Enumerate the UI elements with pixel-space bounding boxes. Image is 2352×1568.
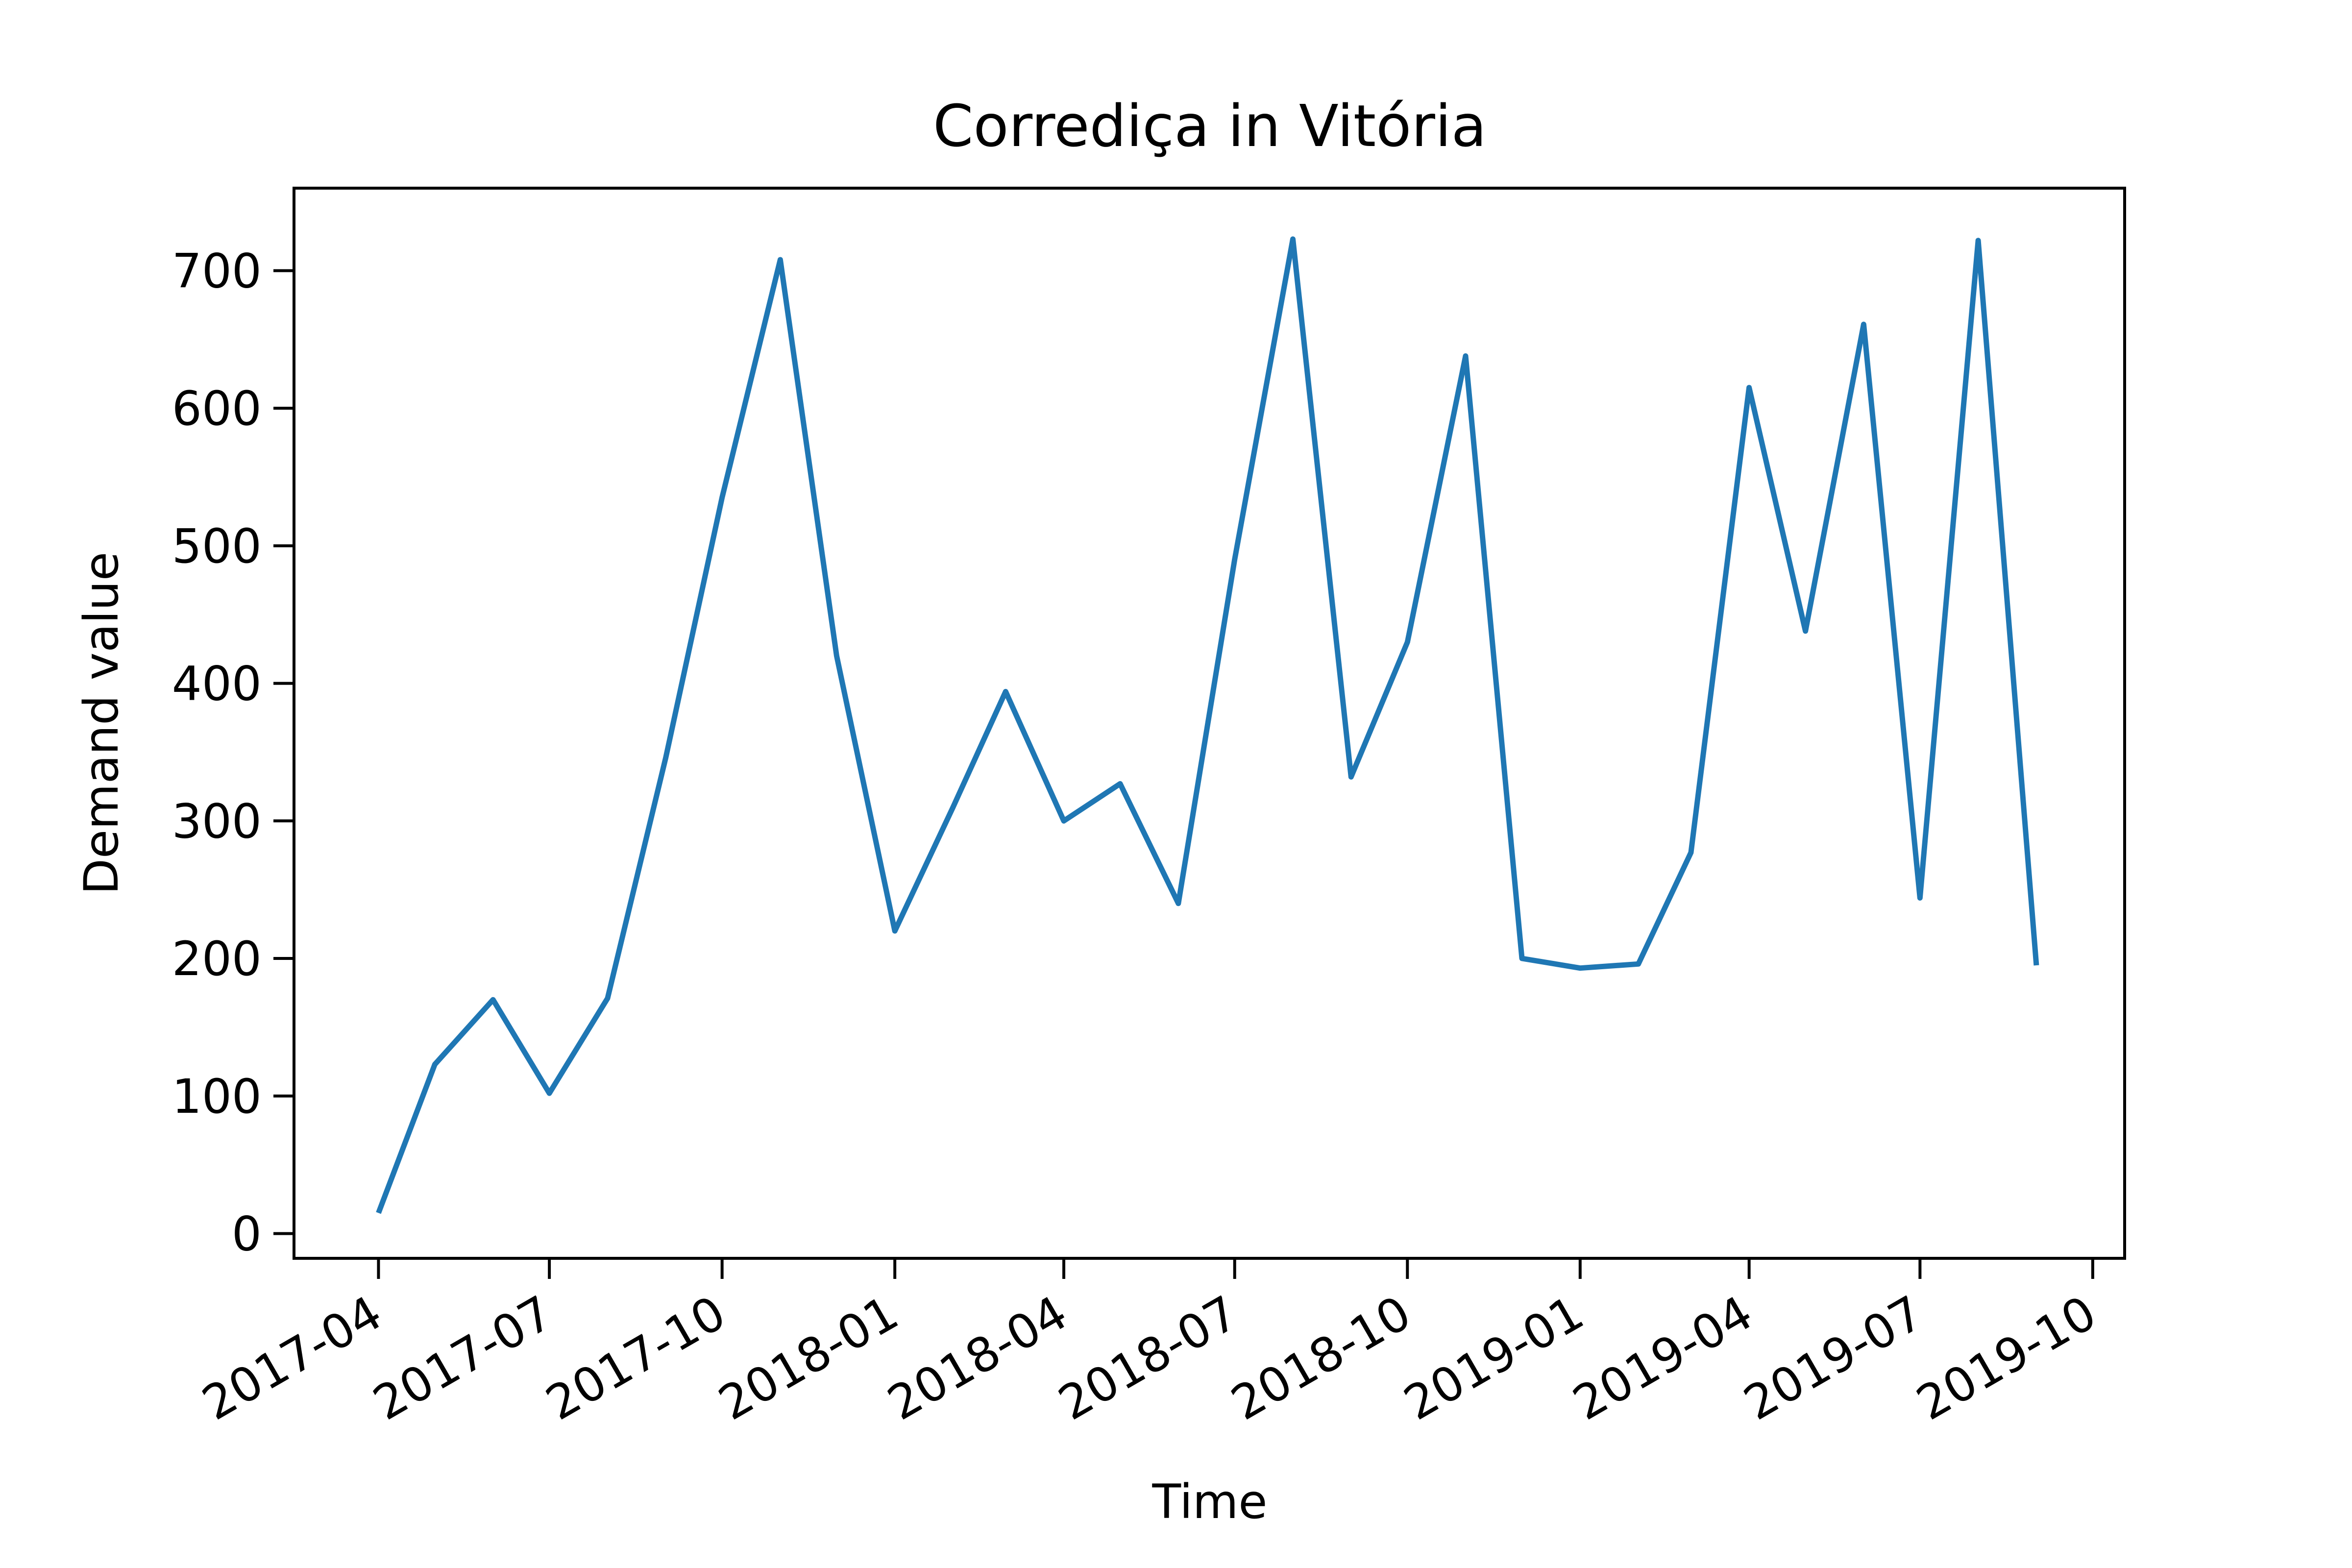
y-tick-label: 700 (172, 244, 262, 298)
data-point (1978, 240, 1979, 241)
data-point (492, 999, 493, 1000)
series-line (376, 236, 2039, 1214)
y-tick-label: 200 (172, 931, 262, 986)
x-axis-label: Time (1152, 1474, 1268, 1529)
data-point (1805, 631, 1806, 632)
data-point (1749, 387, 1750, 388)
x-tick-label: 2018-01 (710, 1285, 907, 1431)
data-point (665, 757, 666, 758)
data-point (549, 1093, 550, 1094)
y-tick-label: 0 (232, 1206, 262, 1261)
data-point (1350, 776, 1351, 777)
x-tick-label: 2017-10 (537, 1285, 735, 1431)
data-point (1863, 324, 1864, 325)
x-tick-label: 2017-07 (364, 1285, 562, 1431)
data-point (2036, 965, 2037, 966)
data-point (378, 1212, 379, 1213)
x-tick-label: 2018-04 (879, 1285, 1076, 1431)
x-tick-label: 2019-04 (1564, 1285, 1762, 1431)
data-point (1690, 852, 1691, 853)
data-point (1005, 691, 1006, 692)
data-point (1465, 355, 1466, 356)
chart-title: Corrediça in Vitória (933, 92, 1487, 160)
y-tick-label: 300 (172, 794, 262, 849)
data-point (953, 807, 954, 808)
data-point (1580, 968, 1581, 969)
y-tick-label: 500 (172, 519, 262, 574)
x-axis: 2017-042017-072017-102018-012018-042018-… (194, 1258, 2105, 1431)
x-tick-label: 2018-10 (1222, 1285, 1420, 1431)
data-point (1063, 820, 1064, 821)
data-point (1293, 239, 1294, 240)
x-tick-label: 2019-01 (1395, 1285, 1592, 1431)
data-point (1178, 903, 1179, 904)
data-point (836, 655, 837, 656)
y-axis-label: Demand value (74, 552, 129, 895)
data-point (1234, 559, 1235, 560)
y-tick-label: 400 (172, 657, 262, 711)
data-point (607, 998, 608, 999)
data-point (722, 497, 723, 498)
y-tick-label: 600 (172, 381, 262, 436)
y-tick-label: 100 (172, 1069, 262, 1124)
data-point (434, 1064, 435, 1065)
series-layer (376, 236, 2039, 1214)
y-axis: 0 100 200 300 400 500 600 700 (172, 244, 294, 1261)
x-tick-label: 2018-07 (1050, 1285, 1247, 1431)
data-point (1407, 641, 1408, 642)
data-point (1919, 898, 1920, 899)
plot-area-frame (293, 187, 2126, 1260)
x-tick-label: 2019-10 (1908, 1285, 2105, 1431)
data-point (1638, 963, 1639, 964)
data-point (1521, 958, 1522, 959)
data-point (780, 259, 781, 260)
x-tick-label: 2017-04 (194, 1285, 391, 1431)
x-tick-label: 2019-07 (1735, 1285, 1932, 1431)
